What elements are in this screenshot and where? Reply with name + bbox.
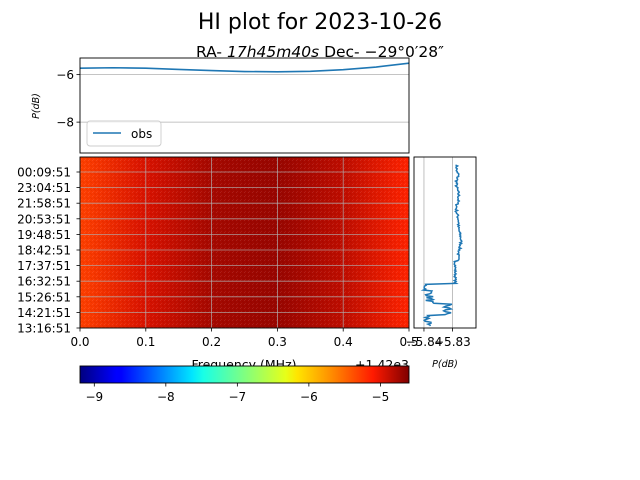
- waterfall-xtick-label: 0.5: [399, 335, 418, 349]
- spectrum-panel: −6 −8 P(dB) obs: [31, 57, 410, 154]
- waterfall-ytick-label: 17:37:51: [17, 259, 71, 273]
- waterfall-xtick-label: 0.1: [136, 335, 155, 349]
- colorbar-gradient: [79, 365, 410, 384]
- waterfall-xtick-label: 0.4: [334, 335, 353, 349]
- waterfall-ytick-label: 19:48:51: [17, 228, 71, 242]
- spectrum-frame: [79, 57, 410, 154]
- spectrum-ytick-label: −8: [56, 116, 74, 130]
- waterfall-ytick-label: 16:32:51: [17, 275, 71, 289]
- waterfall-ytick-label: 23:04:51: [17, 181, 71, 195]
- chart-title: HI plot for 2023-10-26: [198, 10, 442, 35]
- time-profile-xtick-label: −5.84: [406, 335, 443, 349]
- time-profile-panel: −5.84−5.83 P(dB): [406, 156, 477, 370]
- waterfall-ytick-label: 13:16:51: [17, 322, 71, 336]
- dec-prefix: Dec-: [319, 43, 364, 61]
- dec-value: −29°0′28″: [365, 43, 445, 61]
- colorbar-tick-label: −5: [372, 390, 390, 404]
- colorbar: −9 −8 −7 −6 −5: [79, 365, 410, 404]
- spectrum-line: [79, 62, 410, 73]
- spectrum-legend: obs: [86, 120, 162, 147]
- colorbar-tick-label: −7: [228, 390, 246, 404]
- waterfall-xtick-label: 0.3: [268, 335, 287, 349]
- waterfall-ytick-label: 15:26:51: [17, 290, 71, 304]
- time-profile-xlabel: P(dB): [432, 359, 458, 370]
- waterfall-ytick-label: 18:42:51: [17, 244, 71, 258]
- legend-label-obs: obs: [131, 127, 152, 141]
- spectrum-ytick-label: −6: [56, 68, 74, 82]
- colorbar-tick-label: −8: [157, 390, 175, 404]
- colorbar-tick-label: −9: [85, 390, 103, 404]
- waterfall-xtick-label: 0.0: [70, 335, 89, 349]
- chart-subtitle: RA- 17h45m40s Dec- −29°0′28″: [196, 43, 444, 61]
- colorbar-tick-label: −6: [300, 390, 318, 404]
- waterfall-ytick-label: 00:09:51: [17, 166, 71, 180]
- waterfall-frame: [79, 156, 410, 329]
- waterfall-ytick-label: 21:58:51: [17, 197, 71, 211]
- time-profile-line: [420, 164, 463, 327]
- waterfall-xtick-label: 0.2: [202, 335, 221, 349]
- spectrum-ylabel: P(dB): [31, 93, 42, 119]
- legend-box: [86, 120, 162, 147]
- waterfall-ytick-label: 14:21:51: [17, 306, 71, 320]
- waterfall-ytick-label: 20:53:51: [17, 212, 71, 226]
- ra-prefix: RA-: [196, 43, 227, 61]
- waterfall-noise: [80, 157, 409, 328]
- ra-value: 17h45m40s: [227, 43, 319, 61]
- time-profile-frame: [413, 156, 477, 329]
- time-profile-xtick-label: −5.83: [434, 335, 471, 349]
